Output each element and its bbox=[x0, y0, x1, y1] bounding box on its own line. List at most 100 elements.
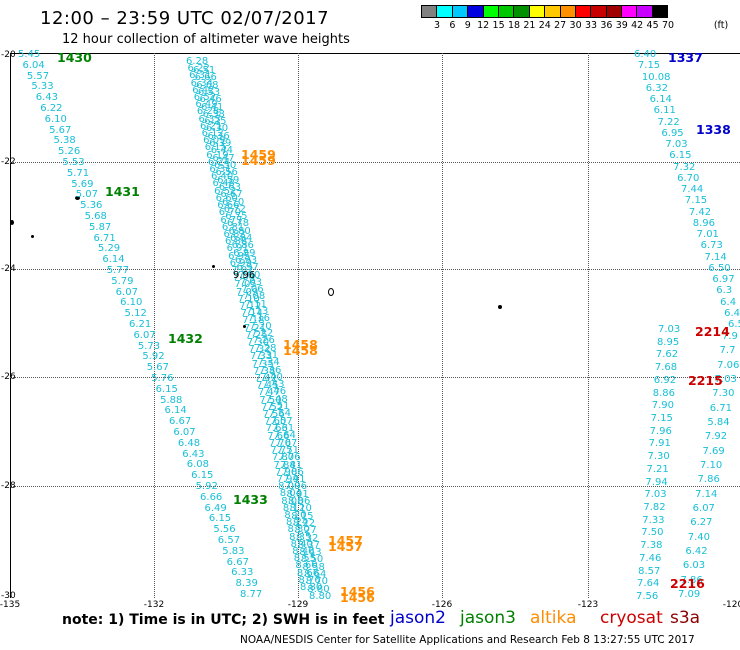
wave-value-middle-b: 6.39 bbox=[209, 138, 232, 150]
wave-value-right-3: 7.86 bbox=[680, 574, 703, 586]
legend-label: 3 bbox=[433, 20, 441, 31]
wave-value-middle-a: 6.12 bbox=[201, 128, 224, 140]
wave-value-right-1: 7.32 bbox=[673, 161, 696, 173]
wave-value-middle-a: 7.56 bbox=[262, 409, 285, 421]
wave-value-middle-a: 8.20 bbox=[284, 509, 307, 521]
wave-value-middle-b: 6.78 bbox=[226, 218, 250, 230]
legend-label: 24 bbox=[538, 20, 551, 31]
wave-value-left: 6.14 bbox=[102, 254, 125, 266]
legend-label: 9 bbox=[464, 20, 471, 31]
wave-value-middle-b: 7.22 bbox=[251, 328, 274, 339]
wave-value-middle-b: 8.80 bbox=[309, 591, 332, 602]
wave-value-middle-a: 7.21 bbox=[243, 322, 267, 334]
wave-value-left: 5.92 bbox=[195, 481, 218, 492]
wave-value-left: 5.56 bbox=[213, 524, 236, 536]
wave-value-middle-b: 6.68 bbox=[196, 79, 219, 91]
pass-label-altika: 1459 bbox=[241, 153, 276, 168]
wave-value-middle-a: 6.09 bbox=[203, 135, 226, 147]
wave-value-left: 8.39 bbox=[235, 578, 258, 590]
wave-value-left: 5.73 bbox=[137, 340, 161, 352]
wave-value-middle-b: 6.59 bbox=[217, 174, 240, 186]
wave-value-right-1: 6.70 bbox=[677, 172, 700, 184]
wave-value-middle-b: 8.10 bbox=[289, 503, 312, 515]
wave-value-right-1: 6.97 bbox=[712, 274, 735, 285]
wave-value-left: 5.68 bbox=[84, 211, 107, 222]
wave-value-right-1: 7.15 bbox=[684, 195, 708, 207]
pass-label-jason3: 1430 bbox=[57, 50, 92, 65]
wave-value-left: 5.36 bbox=[80, 200, 103, 212]
wave-value-middle-a: 7.45 bbox=[256, 380, 279, 392]
wave-value-right-2: 7.94 bbox=[645, 476, 668, 488]
legend-label: 30 bbox=[569, 20, 582, 31]
wave-value-left: 6.14 bbox=[164, 405, 187, 417]
pass-label-cryosat: 2216 bbox=[670, 576, 705, 591]
wave-value-middle-a: 7.18 bbox=[242, 315, 265, 327]
wave-value-left: 5.88 bbox=[160, 394, 183, 406]
wave-value-right-2: 7.15 bbox=[650, 413, 673, 424]
wave-value-middle-b: 6.67 bbox=[220, 189, 243, 201]
wave-value-right-2: 7.90 bbox=[651, 400, 674, 412]
wave-value-middle-b: 7.51 bbox=[267, 401, 290, 413]
wave-value-right-1: 6.4 bbox=[720, 296, 737, 308]
wave-value-middle-a: 7.84 bbox=[273, 459, 296, 471]
wave-value-right-2: 8.57 bbox=[638, 565, 661, 577]
wave-value-left: 5.53 bbox=[62, 157, 85, 168]
y-tick-label: -26 bbox=[1, 372, 16, 382]
wave-value-middle-b: 7.86 bbox=[281, 466, 304, 478]
color-legend: 3 6 9 12 15 18 21 24 27 30 33 36 39 42 45 70 (ft) bbox=[421, 5, 728, 32]
wave-value-middle-b: 8.06 bbox=[288, 496, 311, 508]
wave-value-middle-b: 8.80 bbox=[307, 583, 330, 595]
wave-value-middle-b: 7.20 bbox=[249, 320, 272, 332]
wave-value-left: 6.48 bbox=[177, 437, 201, 449]
x-tick-label: -123 bbox=[577, 600, 599, 610]
legend-label: 18 bbox=[507, 20, 521, 31]
wave-value-left: 5.26 bbox=[57, 146, 81, 158]
wave-value-middle-b: 8.37 bbox=[297, 539, 320, 551]
footer-credit: NOAA/NESDIS Center for Satellite Applica… bbox=[240, 634, 695, 646]
gridline-vertical bbox=[588, 53, 589, 598]
legend-label: 12 bbox=[477, 20, 490, 31]
wave-value-middle-b: 7.16 bbox=[247, 313, 271, 325]
wave-value-middle-a: 6.66 bbox=[217, 200, 240, 212]
legend-swatch bbox=[544, 5, 561, 18]
legend-swatch bbox=[421, 5, 438, 18]
wave-value-left: 6.07 bbox=[115, 286, 138, 298]
wave-value-right-2: 7.68 bbox=[654, 362, 678, 374]
wave-value-middle-a: 6.82 bbox=[223, 228, 246, 240]
wave-value-middle-b: 8.70 bbox=[305, 576, 329, 588]
wave-value-middle-b: 6.51 bbox=[193, 65, 216, 76]
legend-swatch bbox=[636, 5, 653, 18]
wave-value-left: 6.10 bbox=[44, 113, 67, 125]
wave-value-middle-b: 7.46 bbox=[263, 386, 287, 398]
wave-value-right-3: 6.27 bbox=[690, 517, 713, 529]
wave-value-left: 6.07 bbox=[133, 329, 156, 341]
satellite-name-jason2: jason2 bbox=[390, 608, 446, 628]
wave-value-middle-a: 6.52 bbox=[214, 185, 237, 197]
wave-value-middle-b: 6.38 bbox=[202, 108, 225, 120]
wave-value-middle-a: 6.91 bbox=[226, 243, 249, 255]
wave-value-left: 5.69 bbox=[71, 178, 94, 190]
gridline-horizontal bbox=[10, 162, 740, 163]
wave-value-middle-b: 7.71 bbox=[276, 444, 300, 456]
wave-value-middle-a: 8.12 bbox=[282, 502, 306, 514]
wave-value-middle-b: 7.34 bbox=[257, 357, 280, 369]
wave-value-left: 6.21 bbox=[129, 319, 152, 330]
wave-value-right-3: 7.10 bbox=[700, 460, 723, 471]
wave-value-middle-a: 8.30 bbox=[287, 524, 310, 536]
wave-value-right-2: 7.91 bbox=[648, 438, 671, 450]
wave-value-right-1: 6.5 bbox=[728, 319, 740, 330]
wave-value-right-3: 7.14 bbox=[695, 488, 718, 500]
wave-value-middle-a: 6.28 bbox=[196, 106, 220, 118]
y-tick-label: -22 bbox=[1, 157, 16, 167]
wave-value-right-2: 7.03 bbox=[644, 489, 667, 501]
wave-value-right-2: 7.82 bbox=[643, 502, 666, 513]
wave-value-right-3: 7.30 bbox=[712, 388, 735, 400]
legend-labels: 3 6 9 12 15 18 21 24 27 30 33 36 39 42 45 70 (ft) bbox=[421, 18, 728, 32]
wave-value-middle-a: 7.10 bbox=[237, 293, 260, 305]
wave-value-left: 5.87 bbox=[89, 221, 112, 233]
wave-value-left: 5.12 bbox=[124, 308, 147, 320]
island-marker bbox=[498, 305, 502, 309]
wave-value-right-3: 7.86 bbox=[697, 474, 720, 486]
x-tick-label: -126 bbox=[431, 600, 453, 610]
wave-value-right-3: 7.09 bbox=[678, 589, 701, 600]
